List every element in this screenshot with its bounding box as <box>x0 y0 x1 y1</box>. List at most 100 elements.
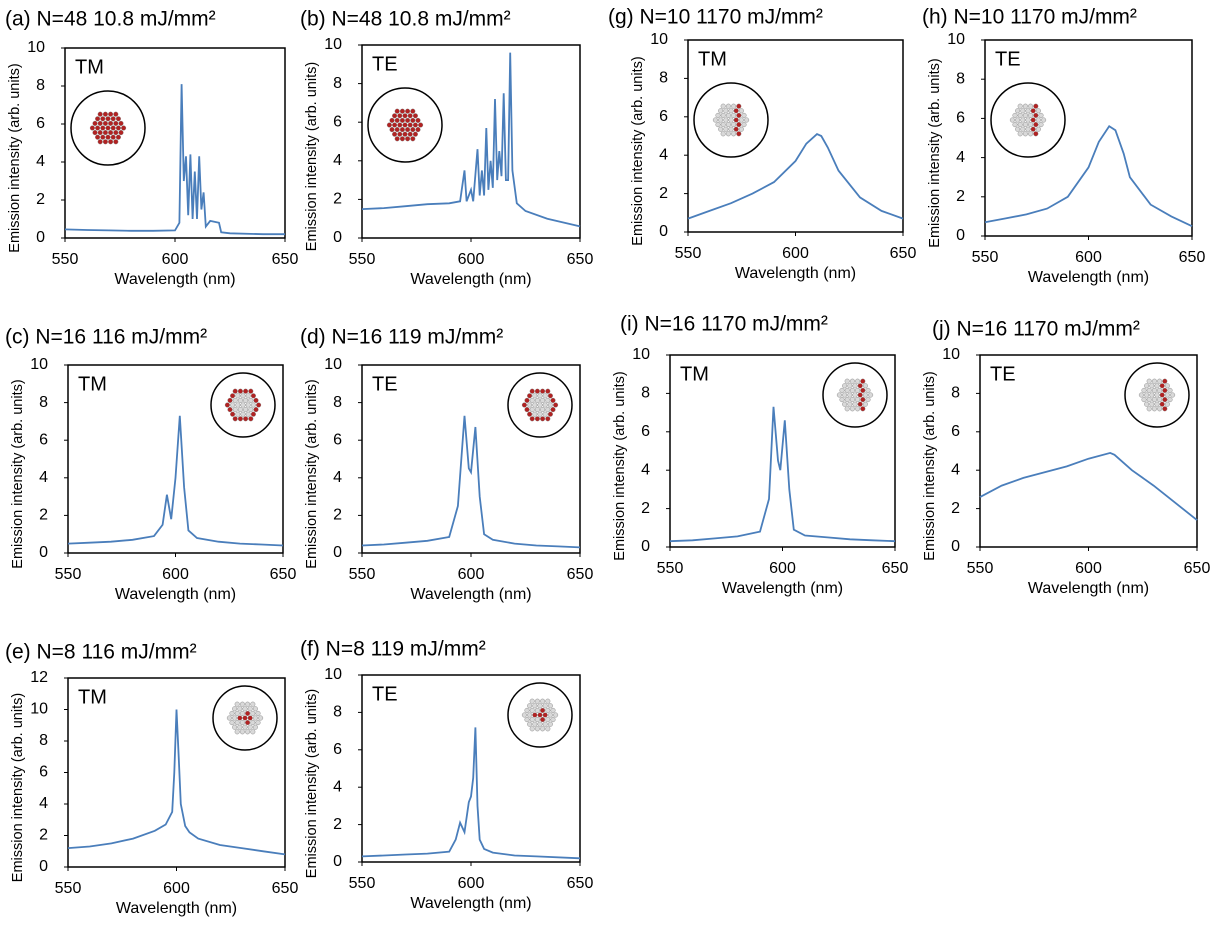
inset-dot <box>736 131 742 137</box>
inset-dot <box>553 402 559 408</box>
inset-dot <box>1017 112 1023 118</box>
inset-dot <box>1154 401 1160 407</box>
inset-dot <box>234 710 240 716</box>
inset-dot <box>95 116 101 122</box>
inset-dot <box>229 720 235 726</box>
y-tick-label: 0 <box>951 538 960 555</box>
inset-dot <box>240 402 246 408</box>
panel-title: (f) N=8 119 mJ/mm² <box>300 638 486 661</box>
inset-dot <box>410 127 416 133</box>
inset-dot <box>532 721 538 727</box>
inset-dot <box>527 402 533 408</box>
inset-dot <box>402 113 408 119</box>
x-tick-label: 600 <box>769 560 796 577</box>
y-tick-label: 6 <box>333 113 342 130</box>
inset-dot <box>1146 397 1152 403</box>
mode-label: TE <box>372 373 398 395</box>
x-axis-label: Wavelength (nm) <box>114 271 235 288</box>
x-axis-label: Wavelength (nm) <box>722 580 843 597</box>
inset-dot <box>235 393 241 399</box>
inset-dot <box>723 108 729 114</box>
inset-dot <box>844 387 850 393</box>
x-tick-label: 650 <box>272 880 299 897</box>
y-tick-label: 6 <box>951 423 960 440</box>
inset-dot <box>862 401 868 407</box>
inset-dot <box>718 126 724 132</box>
inset-dot <box>240 411 246 417</box>
x-tick-label: 550 <box>675 245 702 262</box>
x-tick-label: 550 <box>55 880 82 897</box>
inset-dot <box>224 402 230 408</box>
inset-dot <box>402 131 408 137</box>
inset-dot <box>527 721 533 727</box>
inset-dot <box>715 122 721 128</box>
x-tick-label: 600 <box>1075 560 1102 577</box>
inset-dot <box>534 416 540 422</box>
inset-dot <box>733 117 739 123</box>
y-tick-label: 10 <box>942 346 960 363</box>
inset-dot <box>247 706 253 712</box>
inset-dot <box>537 402 543 408</box>
inset-dot <box>534 698 540 704</box>
y-tick-label: 8 <box>333 75 342 92</box>
inset-dot <box>1164 392 1170 398</box>
mode-label: TM <box>680 363 709 385</box>
inset-dot <box>240 393 246 399</box>
inset-dot <box>524 397 530 403</box>
inset-dot <box>95 125 101 131</box>
y-tick-label: 10 <box>27 39 45 56</box>
inset-dot <box>100 134 106 140</box>
inset-dot <box>1157 378 1163 384</box>
inset-dot <box>529 416 535 422</box>
y-tick-label: 4 <box>333 778 342 795</box>
inset-dot <box>1041 117 1047 123</box>
inset-dot <box>715 112 721 118</box>
inset-dot <box>534 407 540 413</box>
inset-dot <box>527 393 533 399</box>
inset-dot <box>865 387 871 393</box>
inset-dot <box>547 393 553 399</box>
inset-dot <box>252 706 258 712</box>
inset-dot <box>1151 378 1157 384</box>
y-tick-label: 4 <box>951 461 960 478</box>
inset-dot <box>1157 397 1163 403</box>
inset-dot <box>849 378 855 384</box>
spectrum-line <box>979 451 1198 521</box>
inset-dot <box>1149 392 1155 398</box>
spectrum-line <box>67 415 284 547</box>
panel: (a) N=48 10.8 mJ/mm² 0 2 4 6 8 10 550 600 650 Wave… <box>5 8 298 289</box>
inset-dot <box>738 126 744 132</box>
x-tick-label: 550 <box>657 560 684 577</box>
y-tick-label: 10 <box>632 346 650 363</box>
inset-dot <box>256 402 262 408</box>
inset-dot <box>1162 378 1168 384</box>
inset-dot <box>847 392 853 398</box>
inset-dot <box>553 712 559 718</box>
inset-dot <box>542 703 548 709</box>
inset-dot <box>1022 103 1028 109</box>
inset-dot <box>728 108 734 114</box>
mode-label: TM <box>78 686 107 708</box>
inset-dot <box>547 721 553 727</box>
spectrum-line <box>361 415 581 549</box>
x-axis-label: Wavelength (nm) <box>1028 580 1149 597</box>
inset-dot <box>725 112 731 118</box>
x-tick-label: 550 <box>55 566 82 583</box>
inset-dot <box>252 724 258 730</box>
inset-dot <box>547 411 553 417</box>
inset-dot <box>243 407 249 413</box>
inset-dot <box>410 108 416 114</box>
inset-dot <box>227 397 233 403</box>
inset-dot <box>412 113 418 119</box>
panel: (f) N=8 119 mJ/mm² 0 2 4 6 8 10 550 600 650 Wavele… <box>300 638 593 913</box>
inset-dot <box>97 130 103 136</box>
x-tick-label: 650 <box>272 251 299 268</box>
inset-dot <box>1025 117 1031 123</box>
inset-dot <box>1030 126 1036 132</box>
x-tick-label: 650 <box>567 251 594 268</box>
inset-dot <box>108 139 114 145</box>
inset-dot <box>248 388 254 394</box>
inset-dot <box>1033 112 1039 118</box>
inset-dot <box>527 703 533 709</box>
inset-dot <box>1157 387 1163 393</box>
